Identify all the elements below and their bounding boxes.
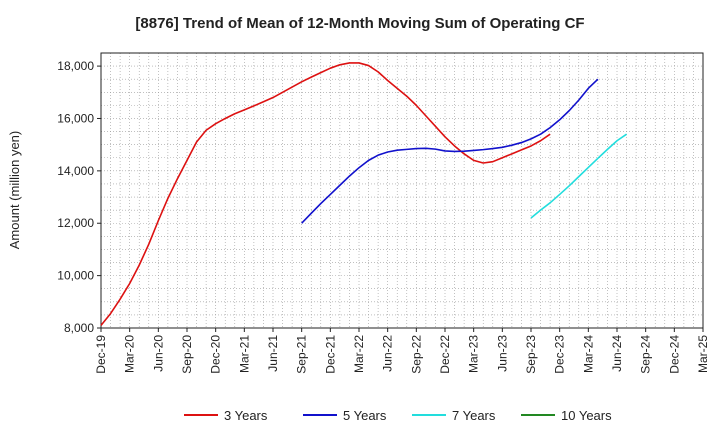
series-line-5-years <box>301 78 599 224</box>
x-tick-label: Sep-20 <box>180 335 194 374</box>
series-lines <box>100 62 628 326</box>
legend-item-7-years: 7 Years <box>412 408 496 423</box>
y-tick-label: 12,000 <box>57 216 94 230</box>
x-tick-label: Mar-25 <box>696 335 710 373</box>
x-tick-label: Mar-24 <box>581 335 595 373</box>
x-tick-label: Mar-20 <box>123 335 137 373</box>
legend-label: 5 Years <box>343 408 387 423</box>
x-tick-label: Jun-23 <box>495 335 509 372</box>
y-tick-label: 16,000 <box>57 111 94 125</box>
x-tick-label: Mar-21 <box>237 335 251 373</box>
legend-label: 10 Years <box>561 408 612 423</box>
x-tick-label: Jun-21 <box>266 335 280 372</box>
series-line-3-years <box>100 62 551 326</box>
x-tick-label: Sep-22 <box>409 335 423 374</box>
grid <box>101 53 703 328</box>
y-tick-label: 10,000 <box>57 269 94 283</box>
legend-item-10-years: 10 Years <box>521 408 612 423</box>
legend-label: 3 Years <box>224 408 268 423</box>
x-tick-label: Jun-24 <box>610 335 624 372</box>
x-tick-label: Mar-23 <box>467 335 481 373</box>
x-tick-label: Jun-20 <box>151 335 165 372</box>
y-axis-label: Amount (million yen) <box>7 131 22 250</box>
x-tick-label: Dec-19 <box>94 335 108 374</box>
x-tick-label: Sep-21 <box>295 335 309 374</box>
y-tick-label: 18,000 <box>57 59 94 73</box>
legend-label: 7 Years <box>452 408 496 423</box>
y-axis-ticks: 8,000 10,000 12,000 14,000 16,000 18,000 <box>57 59 101 335</box>
x-tick-label: Dec-24 <box>667 335 681 374</box>
x-tick-label: Dec-22 <box>438 335 452 374</box>
y-tick-label: 8,000 <box>64 321 94 335</box>
x-tick-label: Dec-23 <box>553 335 567 374</box>
y-tick-label: 14,000 <box>57 164 94 178</box>
series-line-7-years <box>530 133 628 219</box>
x-tick-label: Sep-24 <box>639 335 653 374</box>
plot-area-frame <box>100 52 704 329</box>
chart-title: [8876] Trend of Mean of 12-Month Moving … <box>135 15 584 32</box>
x-tick-label: Jun-22 <box>381 335 395 372</box>
x-tick-label: Dec-21 <box>323 335 337 374</box>
x-tick-label: Sep-23 <box>524 335 538 374</box>
legend: 3 Years 5 Years 7 Years 10 Years <box>184 408 612 423</box>
x-axis-ticks: Dec-19 Mar-20 Jun-20 Sep-20 Dec-20 Mar-21 Jun-… <box>94 328 710 374</box>
legend-item-3-years: 3 Years <box>184 408 268 423</box>
legend-item-5-years: 5 Years <box>303 408 387 423</box>
x-tick-label: Mar-22 <box>352 335 366 373</box>
x-tick-label: Dec-20 <box>209 335 223 374</box>
